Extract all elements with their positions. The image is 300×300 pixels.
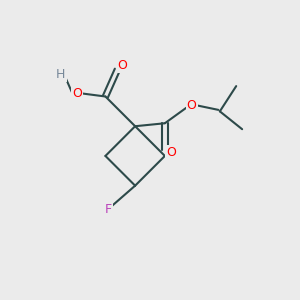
Text: H: H — [56, 68, 65, 81]
Text: O: O — [187, 99, 196, 112]
Text: O: O — [72, 87, 82, 100]
Text: O: O — [117, 59, 127, 72]
Text: O: O — [166, 146, 176, 160]
Text: F: F — [105, 203, 112, 216]
